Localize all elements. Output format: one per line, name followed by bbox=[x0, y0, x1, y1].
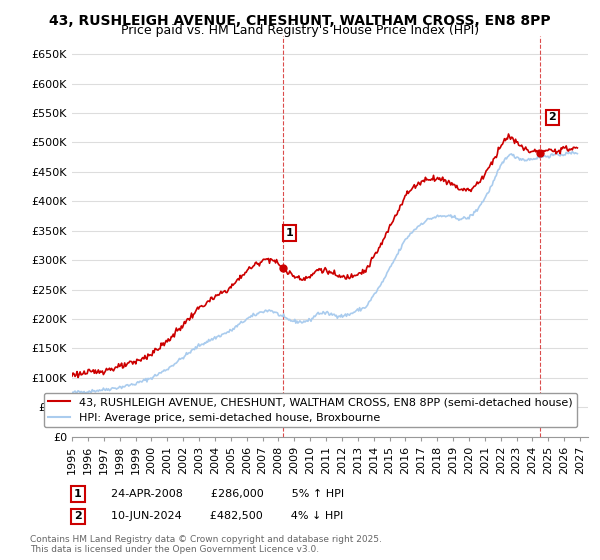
Text: Price paid vs. HM Land Registry's House Price Index (HPI): Price paid vs. HM Land Registry's House … bbox=[121, 24, 479, 37]
Text: 24-APR-2008        £286,000        5% ↑ HPI: 24-APR-2008 £286,000 5% ↑ HPI bbox=[111, 489, 344, 499]
Text: 2: 2 bbox=[74, 511, 82, 521]
Legend: 43, RUSHLEIGH AVENUE, CHESHUNT, WALTHAM CROSS, EN8 8PP (semi-detached house), HP: 43, RUSHLEIGH AVENUE, CHESHUNT, WALTHAM … bbox=[44, 393, 577, 427]
Text: 2: 2 bbox=[548, 113, 556, 123]
Text: 10-JUN-2024        £482,500        4% ↓ HPI: 10-JUN-2024 £482,500 4% ↓ HPI bbox=[111, 511, 343, 521]
Text: Contains HM Land Registry data © Crown copyright and database right 2025.
This d: Contains HM Land Registry data © Crown c… bbox=[30, 535, 382, 554]
Text: 1: 1 bbox=[74, 489, 82, 499]
Text: 1: 1 bbox=[286, 228, 294, 238]
Text: 43, RUSHLEIGH AVENUE, CHESHUNT, WALTHAM CROSS, EN8 8PP: 43, RUSHLEIGH AVENUE, CHESHUNT, WALTHAM … bbox=[49, 14, 551, 28]
